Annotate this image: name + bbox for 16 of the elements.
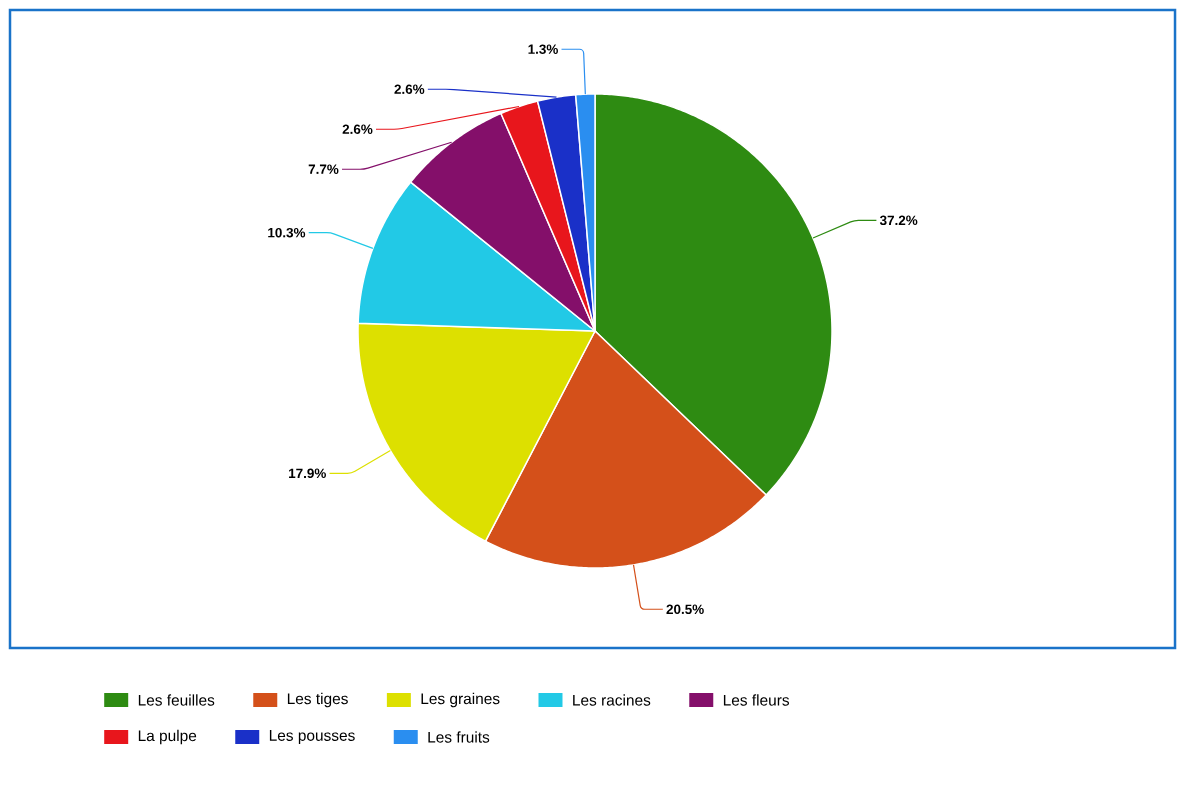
data-label: 20.5% (666, 604, 704, 615)
legend-label: Les fruits (428, 731, 490, 743)
legend-label: La pulpe (138, 729, 197, 745)
data-label: 1.3% (528, 44, 558, 55)
legend-label: Les pousses (269, 730, 355, 744)
legend-label: Les racines (573, 694, 651, 706)
legend-label: Les fleurs (723, 694, 790, 706)
data-label: 37.2% (879, 215, 918, 226)
data-label: 2.6% (342, 124, 373, 134)
data-label: 17.9% (289, 468, 326, 479)
data-label: 2.6% (394, 84, 425, 94)
data-label: 7.7% (308, 164, 339, 174)
data-label: 10.3% (268, 227, 306, 238)
legend-label: Les graines (421, 692, 500, 708)
legend-label: Les feuilles (138, 694, 215, 706)
legend-label: Les tiges (287, 692, 348, 708)
